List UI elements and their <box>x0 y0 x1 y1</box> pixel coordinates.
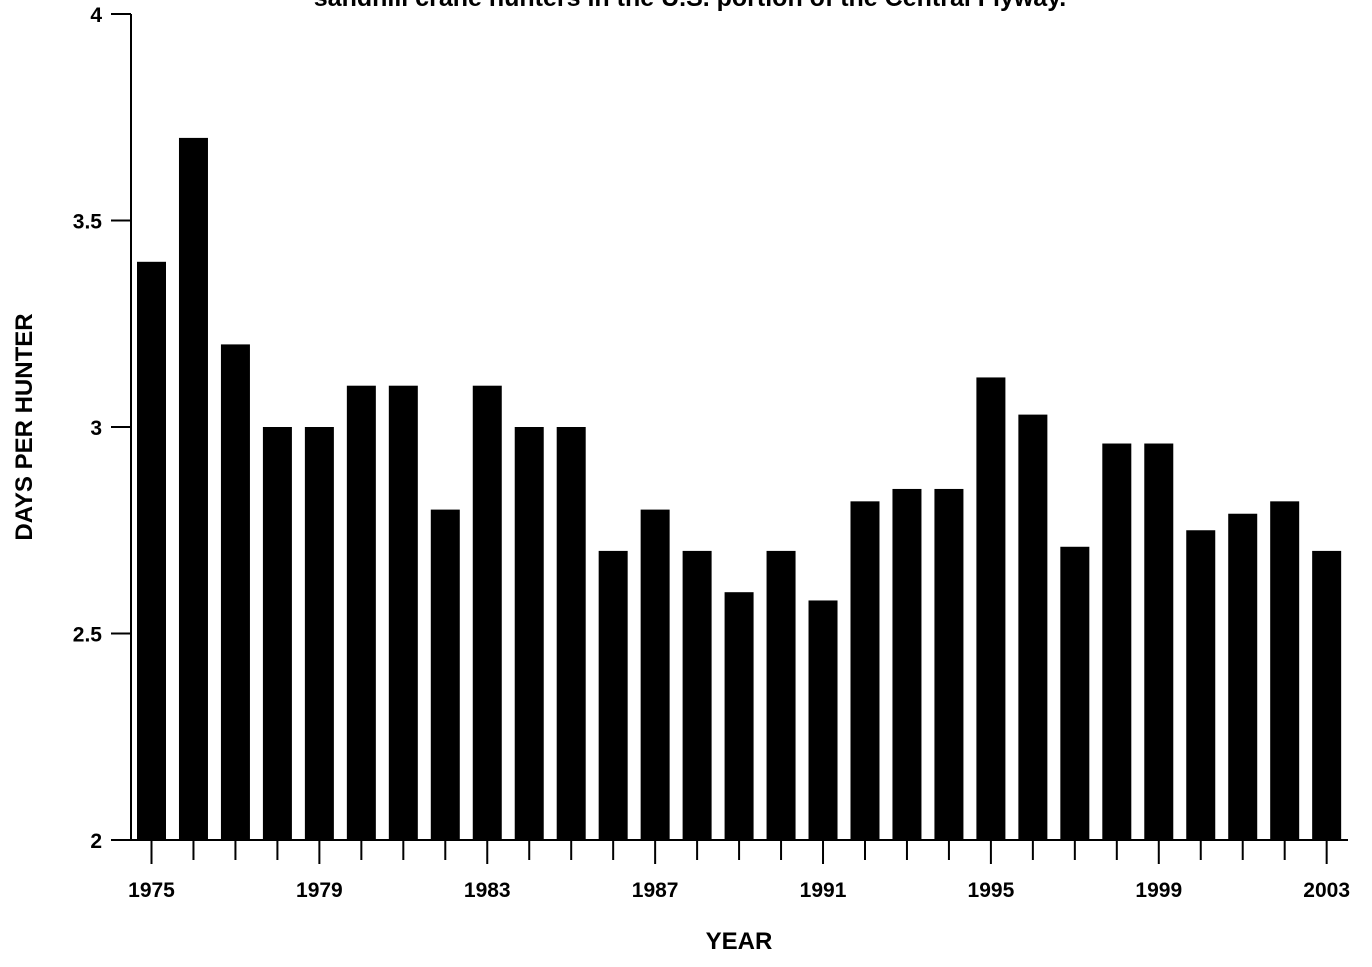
y-tick-label: 3.5 <box>73 211 103 234</box>
x-tick-label: 1999 <box>1135 879 1182 902</box>
x-tick-label: 1995 <box>968 879 1015 902</box>
y-tick-label: 3 <box>90 417 102 440</box>
bar-1981 <box>388 385 418 840</box>
bar-1982 <box>430 509 460 840</box>
bar-1987 <box>640 509 670 840</box>
y-ticks-group: 2 2.5 3 3.5 4 <box>73 4 131 853</box>
bar-1989 <box>724 592 754 840</box>
chart-title: sandhill crane hunters in the U.S. porti… <box>314 0 1066 12</box>
x-tick-label: 1987 <box>632 879 679 902</box>
bar-1985 <box>556 427 586 840</box>
x-tick-label: 1975 <box>128 879 175 902</box>
bar-1983 <box>472 385 502 840</box>
bar-1977 <box>220 344 250 840</box>
bar-1979 <box>304 427 334 840</box>
bar-2001 <box>1228 513 1258 840</box>
y-tick-label: 2 <box>90 830 102 853</box>
bar-1990 <box>766 550 796 840</box>
x-tick-label: 1979 <box>296 879 343 902</box>
bar-1976 <box>178 137 208 840</box>
bar-1994 <box>934 488 964 840</box>
bar-1986 <box>598 550 628 840</box>
bar-1980 <box>346 385 376 840</box>
x-tick-label: 2003 <box>1303 879 1350 902</box>
bar-1975 <box>137 261 166 840</box>
x-tick-label: 1991 <box>800 879 847 902</box>
bar-2002 <box>1270 501 1300 840</box>
x-tick-label: 1983 <box>464 879 511 902</box>
x-axis-label: YEAR <box>706 928 773 955</box>
bar-1997 <box>1060 546 1090 840</box>
bar-1991 <box>808 600 838 840</box>
bars-group <box>137 137 1342 840</box>
bar-1995 <box>976 377 1006 840</box>
y-axis-label: DAYS PER HUNTER <box>11 313 38 540</box>
bar-1992 <box>850 501 880 840</box>
bar-1988 <box>682 550 712 840</box>
bar-1978 <box>262 427 292 840</box>
bar-1984 <box>514 427 544 840</box>
y-tick-label: 4 <box>90 4 102 27</box>
bar-1993 <box>892 488 922 840</box>
bar-2003 <box>1312 550 1342 840</box>
bar-1998 <box>1102 443 1132 840</box>
y-tick-label: 2.5 <box>73 624 103 647</box>
bar-1996 <box>1018 414 1048 840</box>
bar-2000 <box>1186 530 1216 840</box>
x-ticks-group: 1975 1979 1983 1987 1991 1995 1999 2003 <box>128 840 1350 902</box>
bar-1999 <box>1144 443 1174 840</box>
